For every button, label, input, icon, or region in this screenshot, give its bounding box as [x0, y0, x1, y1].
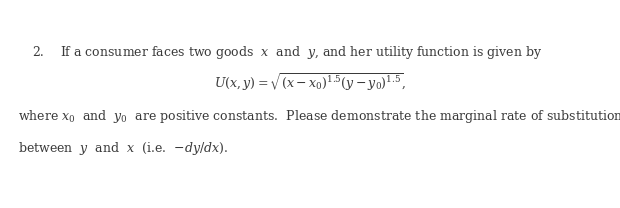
Text: 2.: 2. [32, 46, 44, 59]
Text: between  $y$  and  $x$  (i.e.  $-dy/dx$).: between $y$ and $x$ (i.e. $-dy/dx$). [18, 140, 228, 157]
Text: where $x_0$  and  $y_0$  are positive constants.  Please demonstrate the margina: where $x_0$ and $y_0$ are positive const… [18, 108, 620, 125]
Text: $U(x, y) = \sqrt{(x - x_0)^{1.5}(y - y_0)^{1.5}},$: $U(x, y) = \sqrt{(x - x_0)^{1.5}(y - y_0… [214, 71, 406, 93]
Text: If a consumer faces two goods  $x$  and  $y$, and her utility function is given : If a consumer faces two goods $x$ and $y… [60, 44, 542, 61]
